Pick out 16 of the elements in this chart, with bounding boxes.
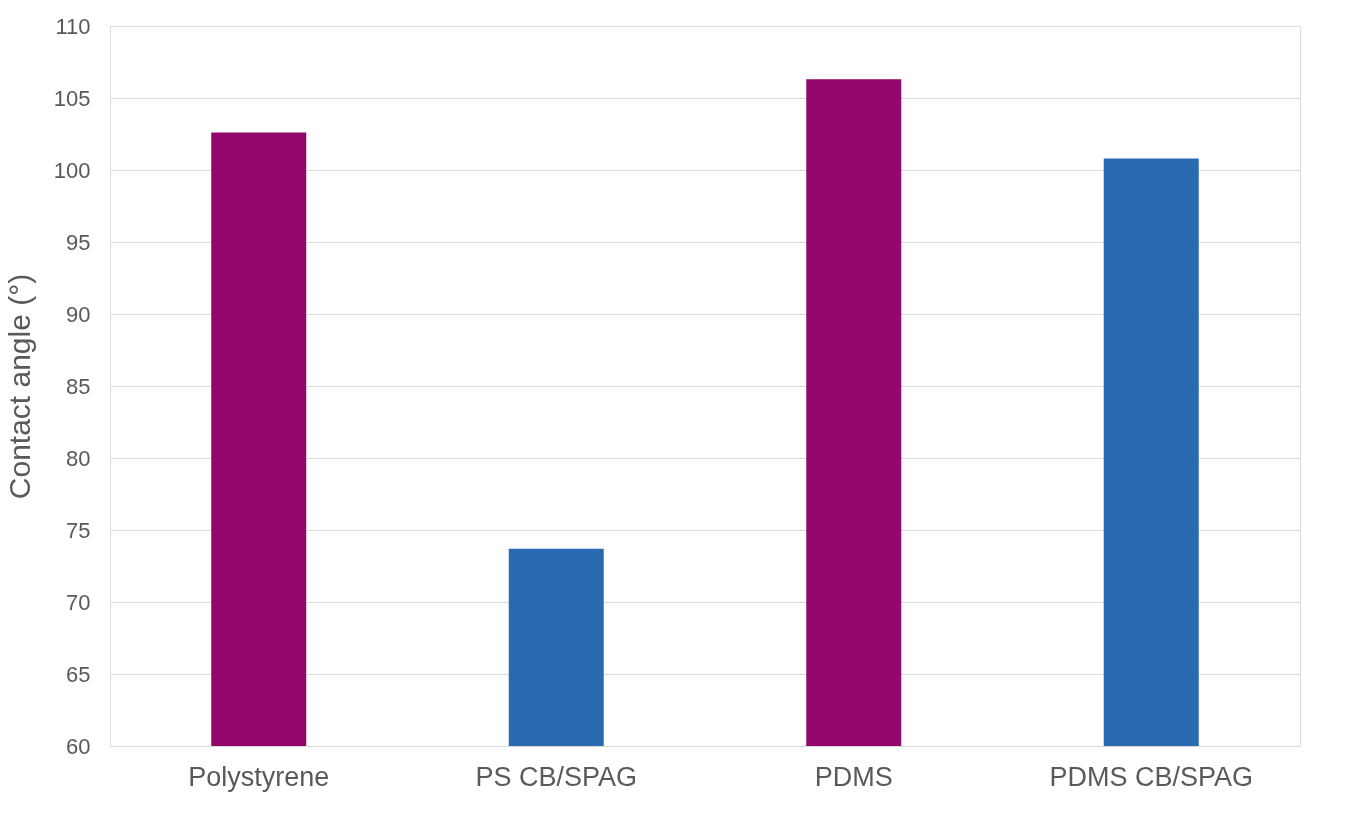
x-tick-label: PDMS CB/SPAG (1049, 761, 1254, 792)
y-axis-title: Contact angle (°) (2, 273, 36, 500)
y-tick-label: 110 (55, 13, 91, 39)
y-tick-label: 80 (66, 445, 91, 471)
y-tick-label: 70 (66, 589, 91, 615)
y-tick-label: 105 (53, 85, 91, 111)
y-tick-label: 90 (66, 301, 91, 327)
x-tick-label: PS CB/SPAG (475, 761, 638, 792)
y-tick-label: 85 (66, 373, 91, 399)
y-tick-label: 65 (66, 661, 91, 687)
y-tick-label: 100 (53, 157, 91, 183)
y-tick-label: 60 (66, 733, 91, 759)
x-tick-label: PDMS (814, 761, 893, 792)
x-tick-label: Polystyrene (188, 761, 330, 792)
y-tick-label: 95 (66, 229, 91, 255)
y-tick-label: 75 (66, 517, 91, 543)
